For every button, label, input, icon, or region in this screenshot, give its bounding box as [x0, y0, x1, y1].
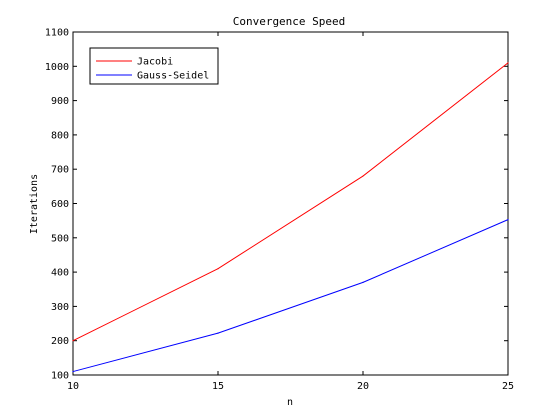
plot-area-frame [72, 31, 509, 376]
data-point [72, 370, 74, 373]
axis-ticks: 10 15 20 25 100 200 300 400 500 600 700 800 900 1000 1… [45, 28, 514, 393]
y-tick-label: 600 [51, 199, 69, 210]
data-point [217, 332, 219, 334]
y-tick-label: 1100 [45, 28, 69, 39]
series-line-gauss-seidel [72, 219, 509, 373]
legend-box [89, 47, 219, 85]
series-line-jacobi [72, 62, 509, 342]
x-tick-label: 20 [357, 381, 369, 392]
data-point [217, 268, 219, 270]
data-point [507, 219, 509, 221]
y-tick-label: 800 [51, 130, 69, 141]
y-tick-label: 200 [51, 336, 69, 347]
data-point [507, 62, 509, 64]
y-axis-label: Iterations [29, 174, 40, 234]
legend: Jacobi Gauss-Seidel [89, 47, 219, 85]
x-tick-label: 25 [502, 381, 514, 392]
x-tick-label: 15 [212, 381, 224, 392]
legend-label: Gauss-Seidel [137, 71, 209, 82]
series-lines [72, 62, 509, 373]
y-tick-label: 900 [51, 96, 69, 107]
chart-title: Convergence Speed [233, 15, 346, 28]
y-tick-label: 1000 [45, 62, 69, 73]
y-tick-label: 500 [51, 233, 69, 244]
y-tick-label: 100 [51, 371, 69, 382]
x-axis-label: n [287, 397, 293, 408]
y-tick-label: 300 [51, 302, 69, 313]
y-tick-label: 700 [51, 165, 69, 176]
data-point [362, 281, 364, 283]
data-point [72, 340, 74, 342]
legend-label: Jacobi [137, 57, 173, 68]
y-tick-label: 400 [51, 268, 69, 279]
data-point [362, 175, 364, 177]
x-tick-label: 10 [67, 381, 79, 392]
